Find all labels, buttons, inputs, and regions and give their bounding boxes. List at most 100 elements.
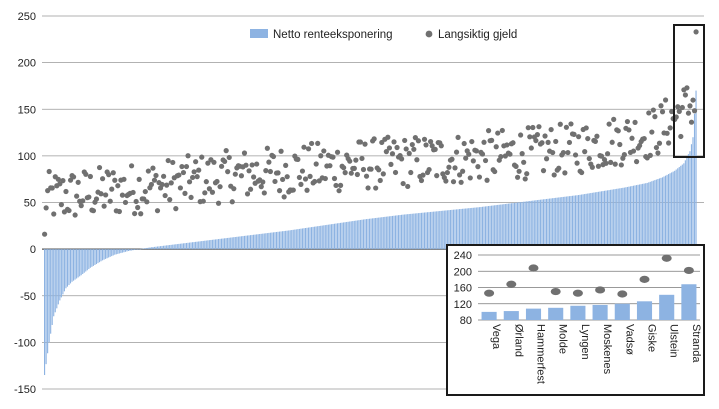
bar: [129, 249, 131, 251]
inset-chart: 80 120 160 200 240 Vega Ørland Hammerfest Molde…: [446, 244, 705, 396]
bar: [237, 236, 239, 250]
inset-x-tick-label: Vega: [490, 324, 502, 350]
bar: [149, 247, 151, 250]
bar: [443, 210, 445, 250]
bar: [600, 191, 603, 250]
bar: [500, 204, 502, 250]
bar: [376, 217, 378, 250]
bar: [637, 184, 639, 250]
bar: [527, 201, 529, 250]
inset-y-tick-label: 240: [454, 250, 472, 262]
bar: [536, 200, 538, 250]
data-point: [246, 168, 252, 174]
data-point: [368, 166, 374, 172]
data-point: [521, 159, 527, 165]
data-point: [685, 110, 692, 116]
bar: [164, 245, 166, 250]
bar: [217, 239, 220, 250]
bar: [338, 223, 340, 250]
data-point: [185, 153, 191, 159]
data-point: [98, 191, 104, 197]
data-point: [218, 163, 225, 169]
data-point: [434, 173, 440, 179]
data-point: [193, 159, 199, 165]
bar: [205, 240, 207, 250]
inset-bar: [659, 294, 675, 320]
data-point: [594, 133, 600, 139]
data-point: [72, 212, 78, 218]
bar: [582, 194, 584, 250]
data-point: [394, 144, 400, 151]
bar: [207, 240, 209, 250]
data-point: [592, 138, 598, 144]
bar: [182, 243, 184, 250]
data-point: [658, 103, 664, 109]
bar: [112, 249, 114, 256]
data-point: [243, 162, 249, 168]
data-point: [621, 152, 627, 158]
bar: [619, 188, 621, 250]
bar: [469, 208, 471, 250]
bar: [520, 202, 522, 250]
data-point: [87, 173, 93, 180]
bar: [419, 212, 421, 250]
bar: [304, 228, 307, 250]
data-point: [415, 138, 422, 144]
bar: [130, 249, 133, 251]
bar: [353, 220, 355, 250]
bar: [629, 186, 632, 250]
bar: [225, 238, 227, 250]
bar: [188, 242, 191, 250]
bar: [367, 218, 369, 250]
bar: [613, 189, 615, 250]
data-point: [258, 184, 264, 190]
data-point: [186, 179, 193, 185]
bar: [77, 249, 79, 278]
bar: [632, 185, 635, 250]
data-point: [426, 166, 432, 173]
inset-bar: [570, 305, 586, 320]
data-point: [301, 144, 307, 150]
bar: [393, 215, 395, 250]
bar: [669, 173, 671, 250]
bar: [428, 212, 430, 250]
data-point: [67, 177, 74, 183]
data-point: [188, 194, 194, 201]
bar: [559, 197, 561, 250]
data-point: [136, 176, 142, 182]
bar: [134, 249, 136, 250]
bar: [411, 213, 413, 250]
bar: [657, 179, 659, 250]
data-point: [585, 135, 591, 142]
y-tick-label: -100: [14, 337, 36, 349]
data-point: [539, 140, 545, 146]
bar: [481, 206, 484, 250]
y-tick-label: -150: [14, 384, 36, 396]
bar: [152, 247, 154, 250]
bar: [106, 249, 108, 259]
data-point: [376, 167, 382, 173]
bar: [558, 197, 560, 250]
data-point: [49, 185, 55, 191]
data-point: [666, 140, 672, 146]
data-point: [191, 169, 197, 175]
data-point: [96, 164, 103, 171]
bar: [542, 199, 545, 250]
data-point: [630, 148, 637, 154]
inset-y-tick-label: 160: [454, 283, 472, 295]
data-point: [214, 178, 220, 185]
bar: [680, 165, 682, 250]
data-point: [168, 180, 174, 186]
data-point: [377, 177, 383, 184]
bar: [635, 185, 638, 250]
bar: [465, 208, 467, 250]
inset-data-point: [617, 290, 628, 298]
data-point: [55, 176, 61, 182]
bar: [135, 249, 137, 250]
inset-data-point: [683, 266, 694, 275]
bar: [452, 209, 455, 250]
bar: [410, 213, 412, 250]
bar: [547, 198, 549, 250]
bar: [76, 249, 78, 279]
bar: [671, 172, 673, 250]
